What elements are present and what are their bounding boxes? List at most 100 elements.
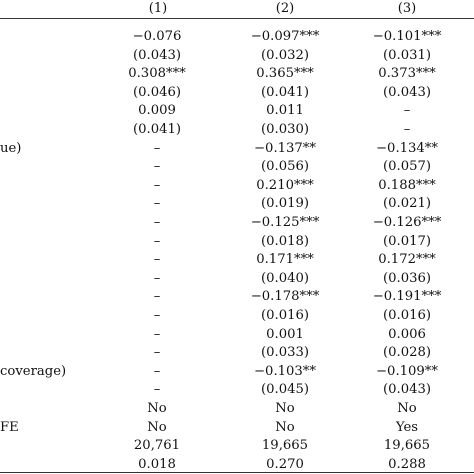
table-cell-col3: – [403,122,411,137]
table-cell-col2: No [275,401,295,416]
row-label: coverage) [0,363,67,379]
table-cell-col3: (0.036) [382,270,432,286]
table-cell-col1: – [153,270,161,286]
column-header-1: (1) [148,1,168,16]
table-cell-col3: −0.109** [376,363,438,379]
table-row: 0.308*** 0.365*** 0.373*** [0,65,474,84]
table-row: – (0.016) (0.016) [0,307,474,326]
table-cell-col2: (0.032) [260,47,310,63]
table-cell-col1: – [153,308,161,323]
table-cell-col1: – [153,252,161,268]
table-row: – (0.045) (0.043) [0,381,474,400]
table-cell-col3: −0.126*** [372,215,442,230]
table-cell-col3: 19,665 [383,438,431,454]
table-cell-col2: (0.056) [260,159,310,175]
table-cell-col2: (0.033) [260,345,310,361]
table-cell-col1: 0.009 [138,103,176,119]
table-cell-col2: (0.045) [260,382,310,398]
table-cell-col1: – [153,177,161,193]
table-cell-col3: (0.028) [382,345,432,361]
table-row: – (0.033) (0.028) [0,344,474,363]
table-cell-col2: −0.103** [254,363,316,379]
table-cell-col1: 0.308*** [128,66,186,82]
table-cell-col2: −0.137** [254,140,316,156]
table-row: ue) – −0.137** −0.134** [0,140,474,159]
table-cell-col1: (0.041) [132,122,182,137]
table-cell-col3: (0.043) [382,382,432,398]
table-cell-col2: (0.018) [260,233,310,249]
table-cell-col2: 0.011 [266,103,304,119]
table-row: – (0.018) (0.017) [0,233,474,252]
table-cell-col1: – [153,159,161,175]
table-row: (0.043) (0.032) (0.031) [0,47,474,66]
table-row: −0.076 −0.097*** −0.101*** [0,28,474,47]
table-row: 20,761 19,665 19,665 [0,437,474,456]
table-row: – (0.040) (0.036) [0,270,474,289]
table-cell-col2: 19,665 [261,438,309,454]
table-cell-col2: 0.001 [266,326,304,342]
table-cell-col2: 0.210*** [256,177,314,193]
table-cell-col3: 0.288 [388,456,426,472]
table-cell-col3: −0.191*** [372,289,442,305]
table-cell-col2: (0.030) [260,122,310,137]
table-row: (0.046) (0.041) (0.043) [0,84,474,103]
table-row: 0.009 0.011 – [0,102,474,121]
row-label: FE [0,419,19,435]
table-row: FE No No Yes [0,419,474,438]
table-cell-col1: (0.043) [132,47,182,63]
table-cell-col3: −0.101*** [372,29,442,44]
table-cell-col1: – [153,215,161,230]
table-cell-col2: −0.178*** [250,289,320,305]
table-cell-col3: (0.057) [382,159,432,175]
table-cell-col3: No [397,401,417,416]
table-cell-col1: – [153,326,161,342]
column-header-3: (3) [397,1,417,16]
table-cell-col1: −0.076 [132,29,182,44]
bottom-rule [0,472,474,473]
table-cell-col3: 0.188*** [378,177,436,193]
table-cell-col1: (0.046) [132,84,182,100]
table-cell-col1: No [147,401,167,416]
table-cell-col1: 20,761 [133,438,181,454]
table-row: – −0.125*** −0.126*** [0,214,474,233]
table-cell-col1: – [153,196,161,212]
table-row: – 0.210*** 0.188*** [0,177,474,196]
table-cell-col3: (0.016) [382,308,432,323]
table-row: coverage) – −0.103** −0.109** [0,363,474,382]
table-cell-col3: 0.006 [388,326,426,342]
table-cell-col1: – [153,345,161,361]
table-cell-col3: Yes [395,419,419,435]
table-row: – 0.001 0.006 [0,326,474,345]
table-cell-col3: (0.017) [382,233,432,249]
table-cell-col3: 0.172*** [378,252,436,268]
table-cell-col2: 0.365*** [256,66,314,82]
table-cell-col2: (0.019) [260,196,310,212]
table-cell-col1: – [153,233,161,249]
table-row: No No No [0,400,474,419]
table-row: – −0.178*** −0.191*** [0,288,474,307]
table-cell-col2: (0.041) [260,84,310,100]
table-cell-col3: 0.373*** [378,66,436,82]
table-cell-col2: 0.171*** [256,252,314,268]
table-cell-col2: −0.125*** [250,215,320,230]
table-cell-col1: – [153,289,161,305]
column-header-2: (2) [275,1,295,16]
table-cell-col3: (0.043) [382,84,432,100]
table-cell-col2: (0.016) [260,308,310,323]
table-row: (0.041) (0.030) – [0,121,474,140]
table-cell-col1: – [153,140,161,156]
table-row: – (0.019) (0.021) [0,195,474,214]
table-cell-col3: −0.134** [376,140,438,156]
table-cell-col1: – [153,363,161,379]
table-row: – (0.056) (0.057) [0,158,474,177]
header-rule [0,18,474,19]
table-row: 0.018 0.270 0.288 [0,456,474,474]
table-cell-col2: 0.270 [266,456,304,472]
table-cell-col1: No [147,419,167,435]
table-cell-col2: (0.040) [260,270,310,286]
table-cell-col3: (0.021) [382,196,432,212]
table-row: – 0.171*** 0.172*** [0,251,474,270]
table-cell-col2: −0.097*** [250,29,320,44]
table-cell-col3: – [403,103,411,119]
